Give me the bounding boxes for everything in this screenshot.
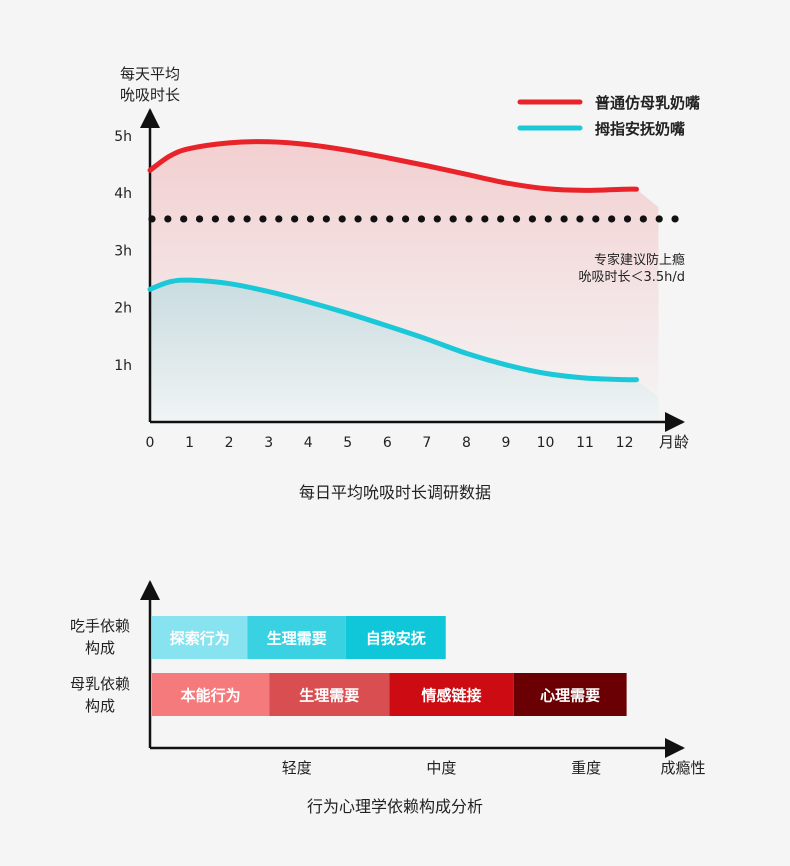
reference-dot bbox=[417, 215, 426, 223]
reference-dot bbox=[497, 215, 505, 223]
bar-segment-0-2 bbox=[345, 616, 446, 659]
bar-segment-0-0 bbox=[152, 616, 248, 659]
legend-label-0: 普通仿母乳奶嘴 bbox=[595, 94, 700, 112]
x-axis-label: 月龄 bbox=[659, 433, 689, 451]
row-label-0-line1: 吃手依赖 bbox=[70, 617, 130, 635]
x-tick-label-0: 0 bbox=[146, 435, 155, 451]
reference-line-group bbox=[148, 215, 679, 223]
x-tick-label-12: 12 bbox=[616, 435, 634, 451]
y-ticks: 1h 2h 3h 4h 5h bbox=[114, 129, 132, 374]
x-tick-label-6: 6 bbox=[383, 435, 392, 451]
bar-x-tick-label-2: 重度 bbox=[571, 759, 601, 777]
reference-dot bbox=[528, 215, 537, 223]
bar-x-ticks: 轻度 中度 重度 bbox=[282, 759, 601, 777]
x-tick-label-5: 5 bbox=[343, 435, 352, 451]
reference-dot bbox=[195, 215, 204, 223]
reference-dot bbox=[275, 215, 283, 223]
x-tick-label-4: 4 bbox=[304, 435, 313, 451]
bar-segment-label-0-0: 探索行为 bbox=[170, 630, 230, 648]
bar-x-axis-label: 成瘾性 bbox=[660, 759, 705, 777]
series-line-0 bbox=[147, 139, 639, 193]
bar-segment-label-0-1: 生理需要 bbox=[267, 630, 327, 648]
reference-dot bbox=[560, 215, 568, 223]
legend-label-1: 拇指安抚奶嘴 bbox=[595, 120, 685, 138]
reference-dot bbox=[623, 215, 632, 223]
reference-line-label-line2: 吮吸时长＜3.5h/d bbox=[578, 269, 685, 285]
reference-dot bbox=[227, 215, 235, 223]
bar-segment-1-0 bbox=[152, 673, 270, 716]
row-label-0-line2: 构成 bbox=[85, 639, 115, 657]
bar-segment-label-1-3: 心理需要 bbox=[540, 687, 600, 705]
bar-segment-label-1-2: 情感链接 bbox=[422, 687, 482, 705]
reference-dot bbox=[291, 215, 299, 223]
bar-segment-label-1-1: 生理需要 bbox=[299, 687, 359, 705]
reference-dot bbox=[338, 215, 346, 223]
x-tick-label-8: 8 bbox=[462, 435, 471, 451]
reference-dot bbox=[639, 215, 647, 223]
x-tick-label-9: 9 bbox=[501, 435, 510, 451]
chart-title: 每日平均吮吸时长调研数据 bbox=[299, 483, 491, 502]
x-tick-label-7: 7 bbox=[422, 435, 431, 451]
reference-dot bbox=[370, 215, 378, 223]
bar-x-tick-label-0: 轻度 bbox=[282, 759, 312, 777]
reference-dot bbox=[322, 215, 330, 223]
y-tick-label-4: 5h bbox=[114, 129, 132, 145]
series-lines bbox=[147, 139, 639, 383]
reference-dot bbox=[449, 215, 457, 223]
reference-dot bbox=[465, 215, 473, 223]
legend: 普通仿母乳奶嘴 拇指安抚奶嘴 bbox=[517, 94, 700, 138]
y-tick-label-3: 4h bbox=[114, 186, 132, 202]
bar-segment-0-1 bbox=[247, 616, 346, 659]
reference-dot bbox=[433, 215, 441, 223]
x-tick-label-1: 1 bbox=[185, 435, 194, 451]
y-tick-label-1: 2h bbox=[114, 301, 132, 317]
x-ticks: 0 1 2 3 4 5 6 7 8 9 10 11 12 bbox=[146, 435, 634, 451]
reference-dot bbox=[180, 215, 188, 223]
x-tick-label-10: 10 bbox=[537, 435, 555, 451]
x-tick-label-3: 3 bbox=[264, 435, 273, 451]
reference-dot bbox=[655, 215, 663, 223]
reference-dot bbox=[306, 215, 315, 223]
row-label-1-line2: 构成 bbox=[85, 697, 115, 715]
x-tick-label-11: 11 bbox=[576, 435, 594, 451]
reference-dot bbox=[243, 215, 251, 223]
reference-dot bbox=[544, 215, 552, 223]
series-line-1 bbox=[147, 277, 639, 383]
line-areas bbox=[150, 141, 659, 422]
y-axis-label-line1: 每天平均 bbox=[120, 65, 180, 83]
reference-dot bbox=[354, 215, 362, 223]
x-tick-label-2: 2 bbox=[225, 435, 234, 451]
reference-dot bbox=[386, 215, 394, 223]
bar-x-tick-label-1: 中度 bbox=[426, 759, 456, 777]
reference-dot bbox=[671, 215, 679, 223]
series-area-1 bbox=[150, 280, 659, 422]
reference-dot bbox=[512, 215, 521, 223]
y-tick-label-0: 1h bbox=[114, 358, 132, 374]
bar-segment-1-2 bbox=[389, 673, 514, 716]
reference-dot bbox=[481, 215, 489, 223]
reference-dot bbox=[164, 215, 172, 223]
bar-segment-1-3 bbox=[513, 673, 627, 716]
row-label-1-line1: 母乳依赖 bbox=[70, 675, 130, 693]
bar-chart-title: 行为心理学依赖构成分析 bbox=[307, 797, 483, 816]
reference-line-label-line1: 专家建议防上瘾 bbox=[594, 252, 685, 268]
bar-segment-label-1-0: 本能行为 bbox=[181, 687, 241, 705]
reference-dot bbox=[592, 215, 600, 223]
reference-dot bbox=[576, 215, 584, 223]
bar-segment-label-0-2: 自我安抚 bbox=[366, 630, 426, 648]
reference-dot bbox=[608, 215, 616, 223]
reference-dot bbox=[211, 215, 219, 223]
y-axis-label-line2: 吮吸时长 bbox=[120, 86, 180, 104]
y-tick-label-2: 3h bbox=[114, 243, 132, 259]
reference-dot bbox=[259, 215, 267, 223]
reference-dot bbox=[402, 215, 410, 223]
bar-segment-1-1 bbox=[269, 673, 390, 716]
